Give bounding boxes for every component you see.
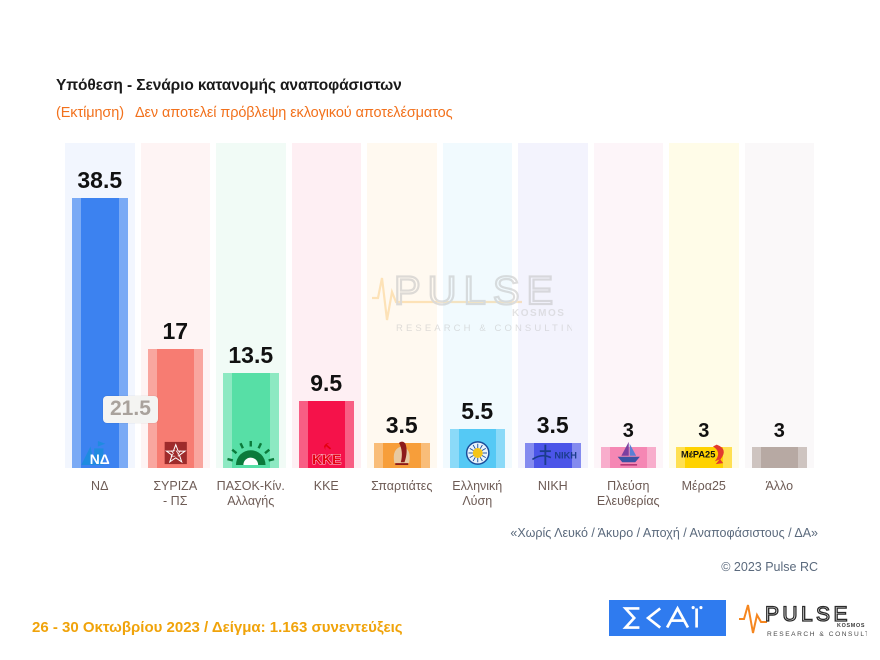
x-axis-label: ΣΥΡΙΖΑ - ΠΣ bbox=[141, 479, 211, 510]
chart-column: ΚΚΕ bbox=[291, 143, 361, 468]
bar bbox=[600, 446, 656, 468]
x-axis-label-line1: Πλεύση bbox=[607, 479, 650, 493]
chart-title: Υπόθεση - Σενάριο κατανομής αναποφάσιστω… bbox=[56, 77, 402, 94]
chart-column bbox=[593, 143, 663, 468]
column-background bbox=[669, 143, 739, 468]
bar-value-label: 9.5 bbox=[310, 370, 343, 397]
bar-value-label: 3.5 bbox=[536, 412, 569, 439]
x-axis-label: Σπαρτιάτες bbox=[367, 479, 437, 494]
column-background bbox=[744, 143, 814, 468]
x-axis-label: Ελληνική Λύση bbox=[443, 479, 513, 510]
x-axis-label: Άλλο bbox=[745, 479, 815, 494]
bar-value-label: 5.5 bbox=[461, 398, 494, 425]
bar bbox=[72, 197, 128, 468]
svg-text:RESEARCH & CONSULTING: RESEARCH & CONSULTING bbox=[767, 631, 867, 638]
chart-column bbox=[744, 143, 814, 468]
bar-value-label: 17 bbox=[162, 317, 189, 344]
x-axis-label: ΝΔ bbox=[65, 479, 135, 494]
x-axis-label-line2: Λύση bbox=[462, 494, 493, 509]
x-axis-label: Μέρα25 bbox=[669, 479, 739, 494]
column-background bbox=[518, 143, 588, 468]
x-axis-label-line1: ΚΚΕ bbox=[313, 479, 339, 493]
bar-value-label: 3 bbox=[773, 419, 785, 442]
bar bbox=[374, 443, 430, 468]
chart-column: ΝΙΚΗ bbox=[518, 143, 588, 468]
x-axis-label-line1: Μέρα25 bbox=[681, 479, 726, 493]
svg-text:PULSE: PULSE bbox=[765, 603, 851, 626]
x-axis-label: Πλεύση Ελευθερίας bbox=[594, 479, 664, 510]
chart-column: ΜέΡΑ25 bbox=[669, 143, 739, 468]
column-background bbox=[593, 143, 663, 468]
bar bbox=[525, 443, 581, 468]
column-background bbox=[442, 143, 512, 468]
chart-column bbox=[367, 143, 437, 468]
chart-subtitle-estimate: (Εκτίμηση) bbox=[56, 105, 124, 121]
x-axis-label-line2: Αλλαγής bbox=[227, 494, 275, 509]
bar bbox=[751, 446, 807, 468]
x-axis-label-line2: - ΠΣ bbox=[163, 494, 188, 509]
gap-annotation-badge: 21.5 bbox=[103, 396, 158, 424]
svg-text:KOSMOS: KOSMOS bbox=[837, 623, 865, 629]
x-axis-label-line1: Ελληνική bbox=[452, 479, 503, 493]
x-axis-label-line1: Σπαρτιάτες bbox=[371, 479, 433, 493]
skai-logo bbox=[609, 600, 726, 636]
bar-value-label: 38.5 bbox=[77, 166, 123, 193]
chart-column bbox=[216, 143, 286, 468]
x-axis-label-line2: Ελευθερίας bbox=[596, 494, 660, 509]
footnote-exclusions: «Χωρίς Λευκό / Άκυρο / Αποχή / Αναποφάσι… bbox=[510, 526, 818, 540]
bar-value-label: 13.5 bbox=[228, 342, 274, 369]
x-axis-label: ΝΙΚΗ bbox=[518, 479, 588, 494]
bar bbox=[449, 429, 505, 468]
bar bbox=[223, 373, 279, 468]
x-axis-label-line1: ΝΔ bbox=[91, 479, 109, 493]
x-axis-label: ΠΑΣΟΚ-Κίν. Αλλαγής bbox=[216, 479, 286, 510]
bar-value-label: 3 bbox=[622, 419, 634, 442]
copyright-text: © 2023 Pulse RC bbox=[721, 560, 818, 574]
x-axis-label: ΚΚΕ bbox=[292, 479, 362, 494]
chart-subtitle-disclaimer: Δεν αποτελεί πρόβλεψη εκλογικού αποτελέσ… bbox=[134, 105, 453, 121]
x-axis-label-line1: Άλλο bbox=[765, 479, 794, 493]
x-axis-label-line1: ΝΙΚΗ bbox=[537, 479, 568, 493]
bar bbox=[298, 401, 354, 468]
bar-value-label: 3.5 bbox=[385, 412, 418, 439]
pulse-logo: PULSE KOSMOS RESEARCH & CONSULTING bbox=[737, 597, 880, 639]
x-axis-label-line1: ΣΥΡΙΖΑ bbox=[153, 479, 198, 493]
fieldwork-date-sample: 26 - 30 Οκτωβρίου 2023 / Δείγμα: 1.163 σ… bbox=[32, 619, 403, 636]
bar bbox=[676, 446, 732, 468]
column-background bbox=[367, 143, 437, 468]
bar-value-label: 3 bbox=[698, 419, 710, 442]
plot-area: ΝΔ 38.5 ΣΥ 17 13.5 ΚΚΕ 9.5 3.5 5.5 ΝΙΚΗ 3.5 3 ΜέΡΑ25… bbox=[62, 143, 817, 468]
chart-subtitle: (Εκτίμηση) Δεν αποτελεί πρόβλεψη εκλογικο… bbox=[56, 105, 453, 121]
x-axis-label-line1: ΠΑΣΟΚ-Κίν. bbox=[216, 479, 285, 493]
